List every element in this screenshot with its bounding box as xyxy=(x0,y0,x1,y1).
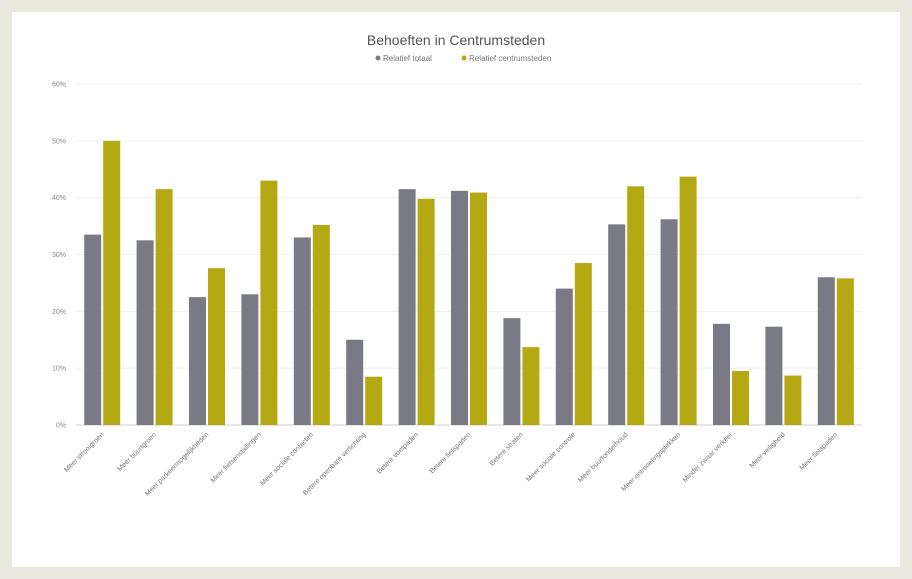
x-category-label: Meer sociale controle xyxy=(525,431,577,483)
bar-chart: Behoeften in Centrumsteden Relatief tota… xyxy=(52,32,862,498)
bar-centrumsteden xyxy=(574,263,592,425)
bar-totaal xyxy=(555,288,573,425)
y-tick-label: 10% xyxy=(52,366,66,373)
bar-centrumsteden xyxy=(679,176,697,425)
x-category-label: Meer veiligheid xyxy=(749,431,787,469)
x-category-label: Meer sociale contacten xyxy=(259,431,315,487)
x-category-label: Betere voetpaden xyxy=(376,431,420,475)
x-category-label: Meer buurtgroen xyxy=(116,431,158,473)
x-category-label: Meer parkeermogelijkheden xyxy=(144,431,210,497)
x-category-label: Minder zwaar verkeer xyxy=(682,431,735,484)
y-tick-label: 40% xyxy=(52,195,66,202)
bar-centrumsteden xyxy=(260,180,278,425)
x-category-label: Meer buurtonderhoud xyxy=(577,431,630,484)
y-tick-label: 20% xyxy=(52,309,66,316)
chart-frame: Behoeften in Centrumsteden Relatief tota… xyxy=(12,12,900,567)
legend: Relatief totaal Relatief centrumsteden xyxy=(375,54,551,63)
x-category-label: Meer fietsenstallingen xyxy=(210,431,263,484)
x-category-label: Meer strooigroen xyxy=(63,431,105,473)
bar-centrumsteden xyxy=(417,198,435,425)
legend-swatch xyxy=(375,55,381,61)
grid-lines xyxy=(76,83,862,426)
y-tick-label: 60% xyxy=(52,82,66,89)
bar-totaal xyxy=(346,339,364,425)
y-tick-label: 0% xyxy=(56,423,66,430)
bar-totaal xyxy=(817,277,835,425)
legend-label: Relatief totaal xyxy=(383,54,432,63)
bar-centrumsteden xyxy=(155,189,173,425)
bar-centrumsteden xyxy=(312,224,330,425)
bar-totaal xyxy=(84,234,102,425)
bar-centrumsteden xyxy=(784,375,802,425)
bar-totaal xyxy=(451,190,468,425)
y-tick-label: 50% xyxy=(52,138,66,145)
bar-totaal xyxy=(136,240,154,425)
bar-centrumsteden xyxy=(836,278,854,425)
bar-centrumsteden xyxy=(732,371,749,425)
bar-centrumsteden xyxy=(522,347,540,425)
x-category-label: Meer ontmoetingsplekken xyxy=(620,431,682,493)
bar-totaal xyxy=(293,237,311,425)
bar-centrumsteden xyxy=(103,140,121,426)
y-axis: 0% 10% 20% 30% 40% 50% 60% xyxy=(52,82,66,430)
bar-totaal xyxy=(608,224,626,425)
bar-centrumsteden xyxy=(470,192,487,425)
chart-title: Behoeften in Centrumsteden xyxy=(367,32,545,48)
bar-totaal xyxy=(713,323,730,425)
x-category-label: Betere fietspaden xyxy=(429,431,473,475)
bar-totaal xyxy=(189,297,206,425)
x-category-label: Meer fietspaden xyxy=(799,431,840,472)
bar-centrumsteden xyxy=(627,186,645,425)
bar-totaal xyxy=(241,294,259,425)
bar-totaal xyxy=(660,219,678,425)
bar-centrumsteden xyxy=(365,376,383,425)
bar-totaal xyxy=(398,189,416,425)
legend-label: Relatief centrumsteden xyxy=(469,54,551,63)
bar-centrumsteden xyxy=(208,268,225,425)
x-category-label: Betere straten xyxy=(489,431,525,467)
bar-totaal xyxy=(503,318,521,425)
x-category-label: Betere openbare verlichting xyxy=(302,431,368,497)
bars xyxy=(84,140,854,426)
bar-totaal xyxy=(765,326,783,425)
legend-swatch xyxy=(461,55,467,61)
y-tick-label: 30% xyxy=(52,252,66,259)
